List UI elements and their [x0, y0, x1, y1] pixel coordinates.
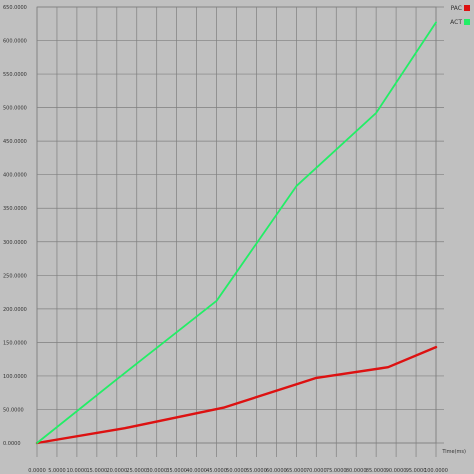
x-tick-label: 40.0000 [186, 468, 207, 474]
series-line-pac [35, 345, 438, 445]
data-point-pac [435, 346, 437, 348]
y-tick-label: 0.0000 [3, 441, 21, 447]
data-point-pac [315, 377, 317, 379]
x-tick-label: 80.0000 [346, 468, 367, 474]
x-tick-label: 55.0000 [246, 468, 267, 474]
legend-label-act: ACT [450, 19, 462, 26]
x-axis-label: Time(ms) [441, 449, 466, 455]
x-tick-label: 5.0000 [48, 468, 66, 474]
x-tick-label: 35.0000 [166, 468, 187, 474]
x-tick-label: 90.0000 [386, 468, 407, 474]
data-point-act [36, 442, 38, 444]
data-point-pac [124, 427, 126, 429]
y-tick-label: 600.0000 [3, 39, 27, 45]
grid [36, 6, 444, 457]
data-point-pac [387, 366, 389, 368]
y-tick-label: 50.0000 [3, 407, 24, 413]
y-tick-label: 650.0000 [3, 5, 27, 11]
x-tick-label: 15.0000 [87, 468, 108, 474]
y-tick-label: 250.0000 [3, 273, 27, 279]
data-point-act [215, 300, 218, 302]
x-tick-label: 95.0000 [406, 468, 427, 474]
x-tick-label: 0.0000 [28, 468, 46, 474]
data-point-act [435, 21, 437, 24]
y-tick-label: 450.0000 [3, 139, 27, 145]
y-tick-label: 400.0000 [3, 173, 27, 179]
y-tick-label: 500.0000 [3, 106, 27, 112]
x-tick-label: 20.0000 [106, 468, 127, 474]
y-tick-label: 550.0000 [3, 72, 27, 78]
data-point-act [116, 378, 118, 380]
legend: PAC ACT [450, 5, 470, 26]
legend-label-pac: PAC [451, 5, 462, 12]
x-tick-label: 85.0000 [366, 468, 387, 474]
axes: 0.0000 5.0000 10.0000 15.0000 20.0000 25.0000… [3, 5, 466, 474]
y-tick-label: 350.0000 [3, 206, 27, 212]
y-tick-label: 200.0000 [3, 307, 27, 313]
x-tick-label: 100.0000 [424, 468, 448, 474]
data-point-pac [223, 406, 226, 409]
x-tick-label: 10.0000 [67, 468, 88, 474]
y-tick-label: 100.0000 [3, 374, 27, 380]
y-tick-label: 300.0000 [3, 240, 27, 246]
x-tick-label: 25.0000 [126, 468, 147, 474]
series-line-act [36, 21, 437, 444]
x-tick-label: 50.0000 [226, 468, 247, 474]
y-tick-label: 150.0000 [3, 340, 27, 346]
x-tick-label: 30.0000 [146, 468, 167, 474]
series [35, 21, 438, 445]
x-tick-label: 75.0000 [326, 468, 347, 474]
data-point-act [295, 185, 297, 187]
x-tick-label: 45.0000 [206, 468, 227, 474]
legend-swatch-pac [464, 5, 470, 11]
x-tick-label: 60.0000 [266, 468, 287, 474]
legend-swatch-act [464, 19, 470, 25]
x-tick-label: 65.0000 [286, 468, 307, 474]
data-point-act [375, 112, 377, 114]
x-tick-label: 70.0000 [306, 468, 327, 474]
